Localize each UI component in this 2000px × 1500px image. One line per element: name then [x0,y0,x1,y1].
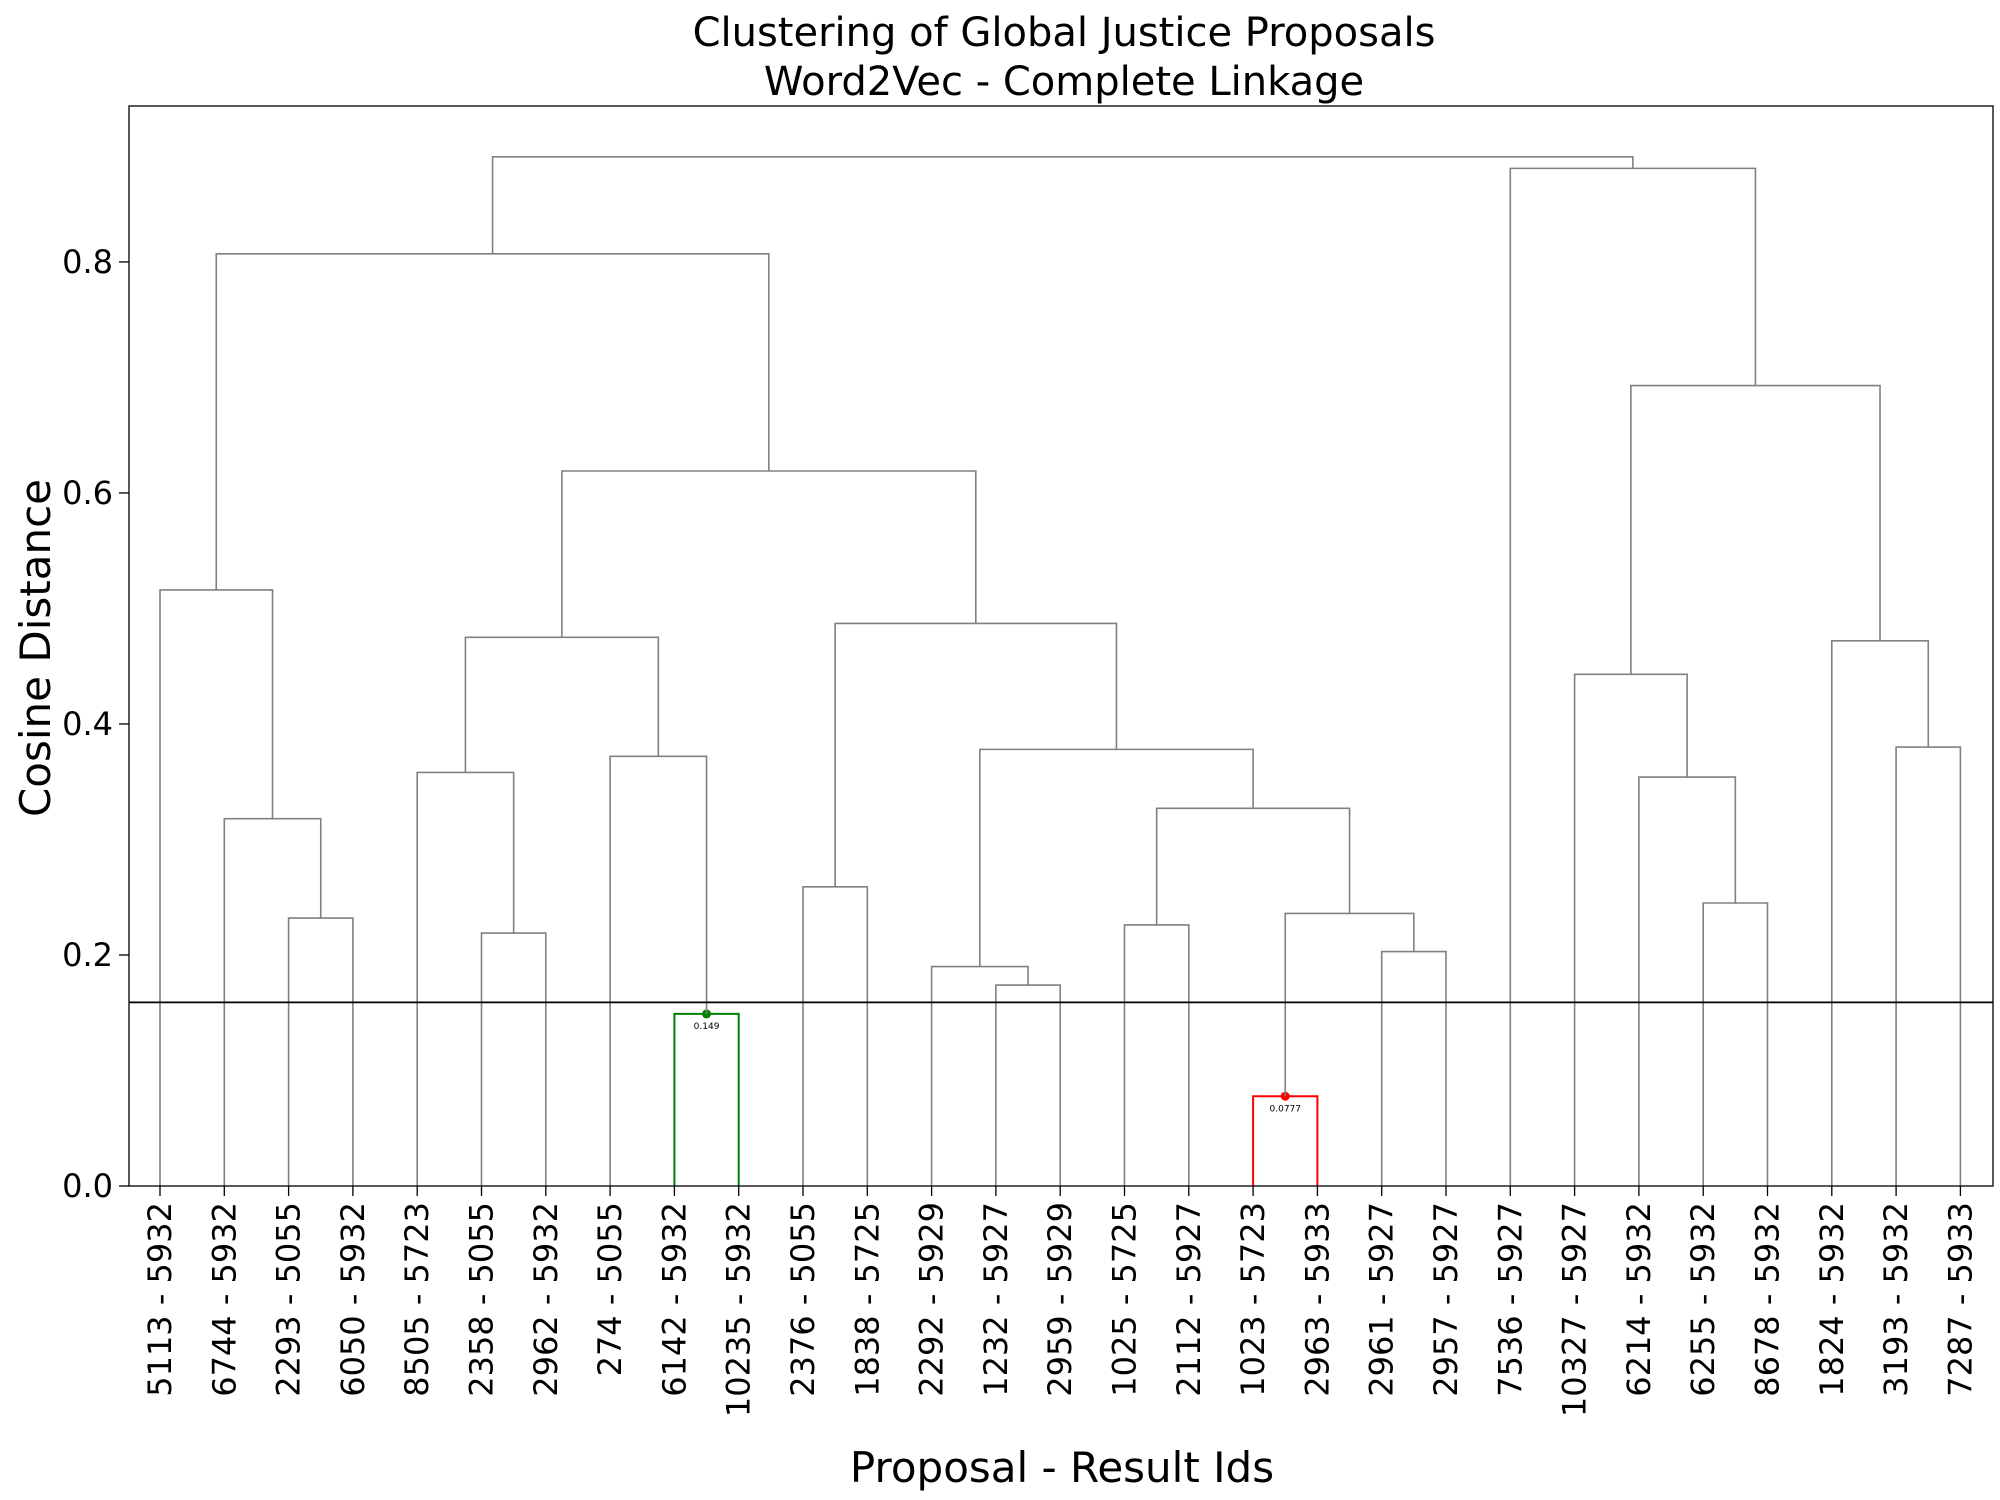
dendrogram-link [673,1012,740,1186]
leaf-label: 2293 - 5055 [270,1202,308,1397]
leaf-label: 1838 - 5725 [848,1202,886,1397]
leaf-label: 2959 - 5929 [1041,1202,1079,1397]
merge-distance-label: 0.0777 [1270,1104,1302,1114]
y-tick-label: 0.0 [62,1167,113,1205]
dendrogram-link [215,253,770,590]
y-tick-label: 0.2 [62,936,113,974]
plot-area: 0.0 0.2 0.4 0.6 0.8 5113 - 5932 6744 - 5932 229… [62,156,1993,1417]
leaf-label: 1025 - 5725 [1106,1202,1144,1397]
leaf-label: 1023 - 5723 [1234,1202,1272,1397]
dendrogram-link [1123,924,1190,1186]
leaf-label: 2957 - 5927 [1427,1202,1465,1397]
leaf-label: 6142 - 5932 [655,1202,693,1397]
leaf-label: 8505 - 5723 [398,1202,436,1397]
leaf-label: 10327 - 5927 [1556,1202,1594,1417]
y-tick-label: 0.6 [62,474,113,512]
chart-title: Clustering of Global Justice Proposals [693,10,1436,56]
dendrogram-link [1155,807,1351,925]
leaf-label: 6255 - 5932 [1684,1202,1722,1397]
leaf-label: 2292 - 5929 [913,1202,951,1397]
dendrogram-link [930,965,1029,1186]
leaf-label: 5113 - 5932 [141,1202,179,1397]
dendrogram-link [609,755,708,1186]
dendrogram-link [1702,902,1769,1186]
x-axis-label: Proposal - Result Ids [850,1443,1274,1492]
dendrogram-link [480,932,547,1186]
leaf-label: 7287 - 5933 [1941,1202,1979,1397]
leaf-label: 6050 - 5932 [334,1202,372,1397]
dendrogram-link [1638,776,1737,1186]
dendrogram-link [287,917,354,1186]
dendrogram-link [491,156,1634,254]
leaf-label: 2376 - 5055 [784,1202,822,1397]
dendrogram-link [561,470,977,638]
leaf-label: 10235 - 5932 [720,1202,758,1417]
dendrogram-link [464,636,660,773]
leaf-label: 6214 - 5932 [1620,1202,1658,1397]
dendrogram-link [159,589,274,1186]
dendrogram-link [995,984,1061,1186]
chart-subtitle: Word2Vec - Complete Linkage [764,59,1364,105]
leaf-label: 1232 - 5927 [977,1202,1015,1397]
dendrogram-link [1831,640,1930,1186]
dendrogram-link [802,886,869,1186]
plot-frame [128,105,1994,1187]
leaf-label: 6744 - 5932 [205,1202,243,1397]
dendrogram-link [1895,746,1962,1186]
leaf-label: 2963 - 5933 [1298,1202,1336,1397]
dendrogram-link [1284,912,1415,1097]
leaf-label: 1824 - 5932 [1813,1202,1851,1397]
dendrogram-link [834,622,1118,887]
y-axis-label: Cosine Distance [11,479,60,817]
dendrogram-link [1380,950,1447,1186]
dendrogram-link [1509,167,1757,1186]
leaf-label: 3193 - 5932 [1877,1202,1915,1397]
dendrogram-link [1630,384,1881,675]
dendrogram-link [1573,673,1688,1186]
leaf-label: 2358 - 5055 [463,1202,501,1397]
leaf-label: 2962 - 5932 [527,1202,565,1397]
merge-distance-label: 0.149 [694,1022,720,1032]
leaf-label: 8678 - 5932 [1749,1202,1787,1397]
y-tick-label: 0.8 [62,243,113,281]
leaf-label: 274 - 5055 [591,1202,629,1376]
leaf-label: 2961 - 5927 [1363,1202,1401,1397]
dendrogram-link [979,748,1254,967]
dendrogram-link [416,771,515,1186]
leaf-label: 2112 - 5927 [1170,1202,1208,1397]
leaf-label: 7536 - 5927 [1491,1202,1529,1397]
y-tick-label: 0.4 [62,705,113,743]
